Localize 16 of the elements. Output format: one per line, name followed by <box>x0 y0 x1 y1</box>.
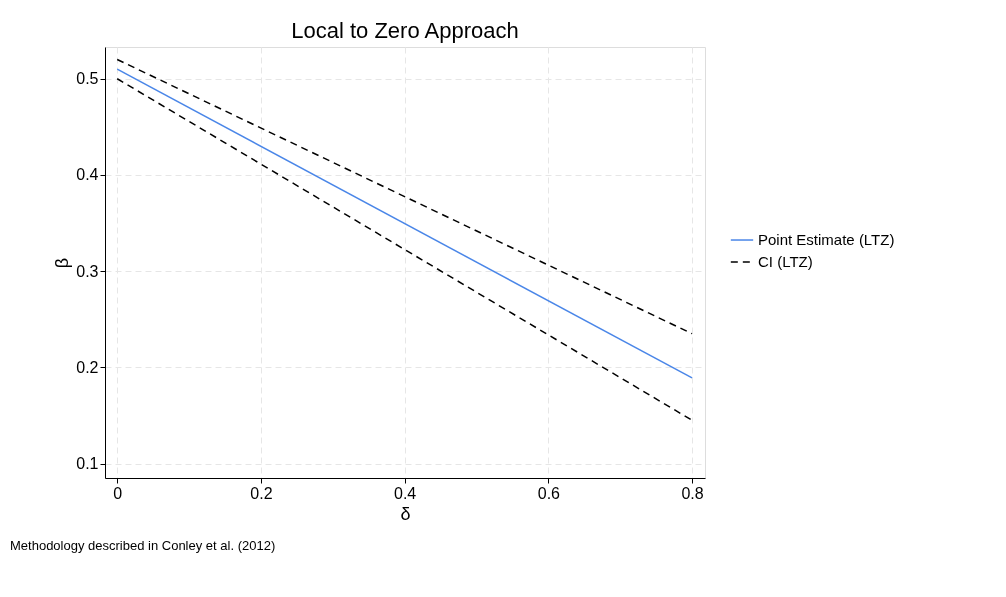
y-tick-label: 0.5 <box>76 70 99 88</box>
x-tick-label: 0.8 <box>681 484 704 502</box>
y-tick-label: 0.3 <box>76 262 99 280</box>
legend-label: CI (LTZ) <box>758 253 813 271</box>
y-tick-label: 0.2 <box>76 358 99 376</box>
x-axis-title: δ <box>400 503 411 524</box>
y-axis-title: β <box>52 257 73 269</box>
text: Methodology described in Conley et al. (2012) <box>10 538 276 553</box>
x-tick-label: 0.2 <box>250 484 273 502</box>
x-tick-label: 0.4 <box>394 484 417 502</box>
x-tick-label: 0 <box>113 484 123 502</box>
legend-label: Point Estimate (LTZ) <box>758 231 895 249</box>
y-tick-label: 0.4 <box>76 166 99 184</box>
chart-title: Local to Zero Approach <box>291 18 519 43</box>
x-tick-label: 0.6 <box>537 484 561 502</box>
y-tick-label: 0.1 <box>76 455 99 473</box>
